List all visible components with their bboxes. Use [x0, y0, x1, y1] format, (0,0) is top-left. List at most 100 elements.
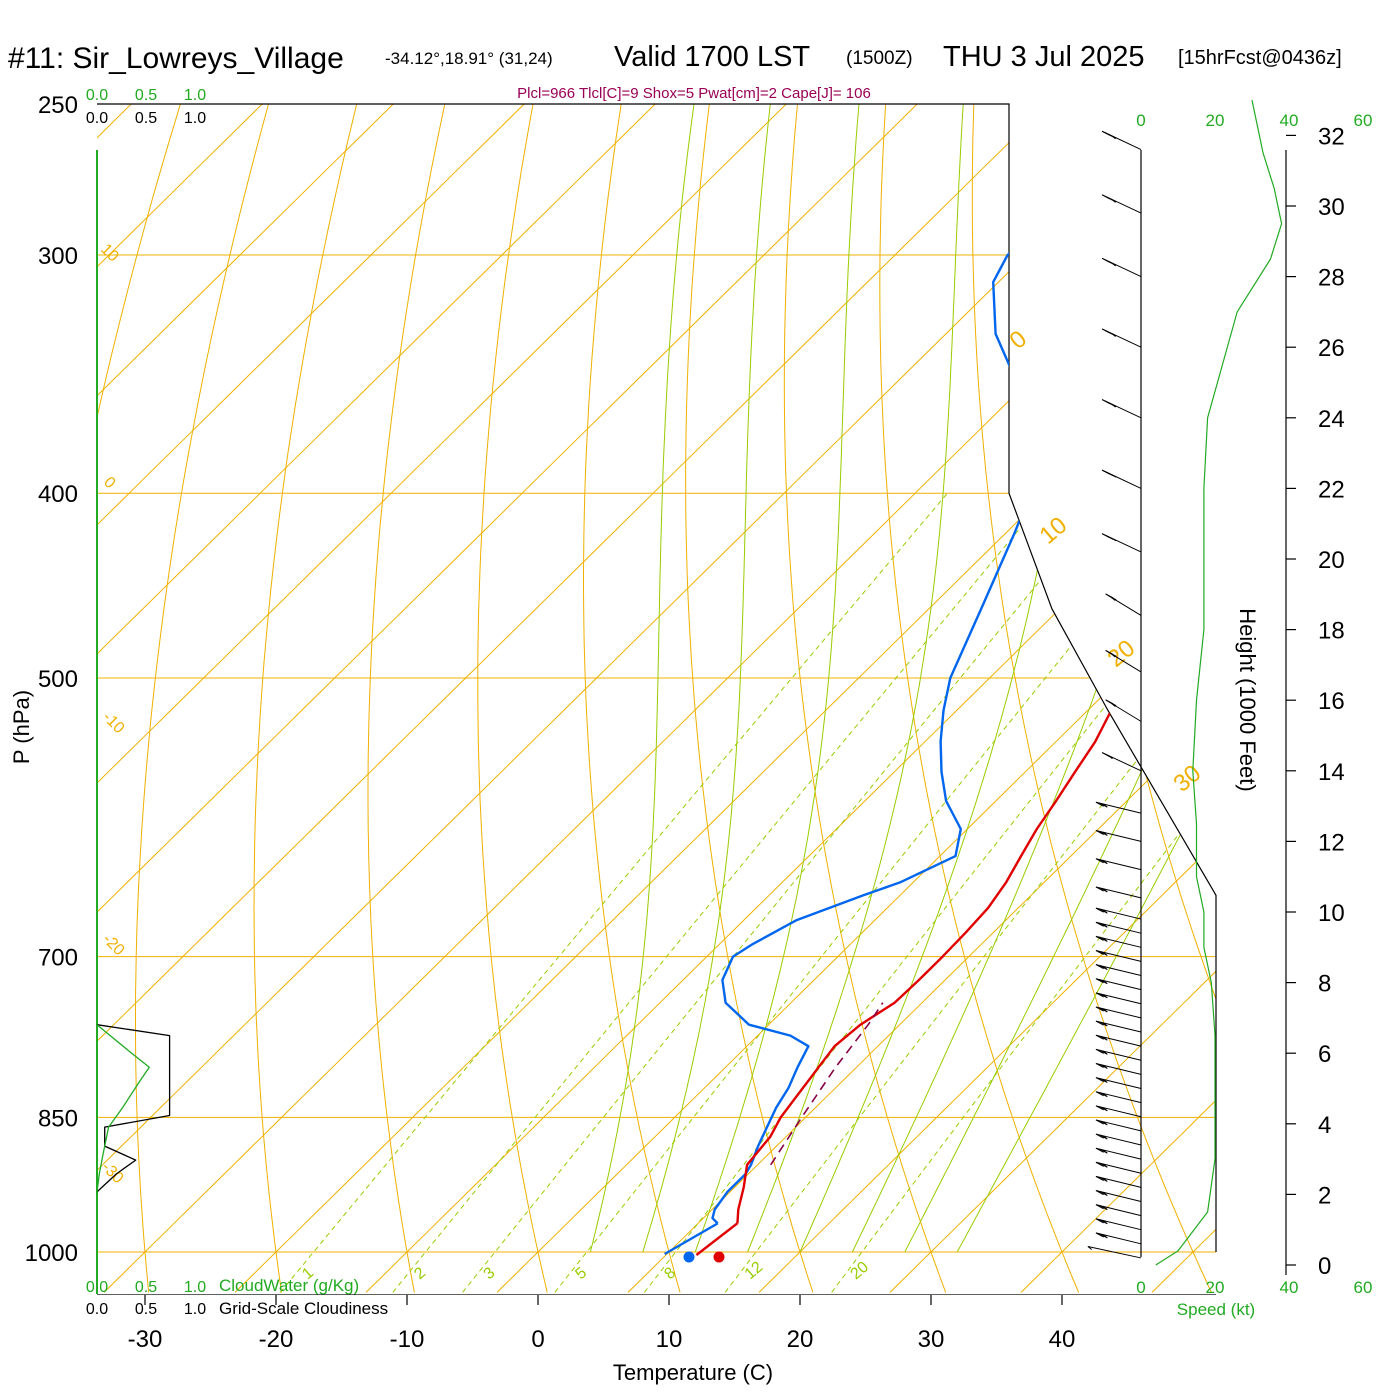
wind-barb-flag: [1103, 888, 1108, 893]
wind-barb-flag: [1095, 964, 1104, 970]
wind-barb-shaft: [1095, 907, 1142, 920]
forecast-date: THU 3 Jul 2025: [943, 41, 1145, 73]
wind-barb-flag: [1108, 536, 1117, 542]
wind-barb-flag: [1111, 403, 1116, 408]
dry-adiabat-line: [583, 104, 681, 1293]
mixing-ratio-label: 3: [481, 1264, 499, 1283]
wind-barb: [1095, 886, 1142, 899]
speed-top-tick: 20: [1206, 111, 1225, 130]
isotherm-line: [97, 104, 1214, 1293]
wind-speed-profile-line: [1155, 99, 1283, 1266]
cloudiness-bottom-tick: 0.5: [135, 1301, 157, 1318]
wind-barb: [1095, 1161, 1142, 1174]
wind-barb-flag: [1103, 1121, 1108, 1126]
wind-barb-shaft: [1095, 1190, 1142, 1202]
wind-barb: [1095, 829, 1142, 842]
wind-barb-flag: [1095, 1077, 1104, 1083]
wind-barb: [1105, 699, 1142, 722]
isotherm-line: [496, 104, 1216, 1293]
speed-bottom-tick: 60: [1354, 1278, 1373, 1297]
moist-adiabat-line: [747, 104, 964, 1253]
isotherm-label: -20: [99, 931, 127, 959]
wind-barb: [1101, 328, 1142, 348]
dry-adiabat-line: [879, 104, 1080, 1293]
cloudwater-bottom-tick: 1.0: [184, 1279, 206, 1296]
isotherm-label: -10: [99, 709, 127, 737]
speed-top-tick: 60: [1354, 111, 1373, 130]
wind-barb-flag: [1103, 1191, 1108, 1196]
wind-barb: [1101, 533, 1142, 553]
wind-barb-flag: [1103, 937, 1108, 942]
wind-barb: [1105, 650, 1142, 673]
mixing-ratio-label: 12: [742, 1259, 767, 1284]
isotherm-label: 10: [97, 241, 122, 266]
isotherm-line: [758, 104, 1216, 1293]
height-tick-label: 26: [1318, 335, 1345, 362]
wind-barb: [1101, 130, 1142, 150]
isotherm-line: [889, 104, 1216, 1293]
wind-barb-flag: [1095, 1063, 1104, 1068]
wind-barb-shaft: [1095, 1133, 1142, 1146]
isotherm-line: [1020, 104, 1216, 1293]
speed-top-tick: 40: [1280, 111, 1299, 130]
wind-barb: [1095, 1232, 1142, 1245]
temperature-tick-label: 20: [787, 1326, 814, 1353]
isotherm-line: [97, 104, 559, 1293]
wind-barb-flag: [1103, 1177, 1108, 1182]
dry-adiabat-line: [367, 104, 453, 1293]
wind-barb-flag: [1103, 951, 1108, 956]
height-tick-label: 30: [1318, 194, 1345, 221]
dry-adiabat-line: [1237, 70, 1400, 1292]
wind-barb-flag: [1095, 921, 1104, 927]
wind-barb-flag: [1095, 1119, 1104, 1125]
pressure-tick-label: 300: [38, 243, 78, 270]
pressure-tick-label: 250: [38, 92, 78, 119]
pressure-tick-label: 500: [38, 666, 78, 693]
wind-barb-shaft: [1095, 1034, 1142, 1047]
cloudwater-bottom-tick: 0.5: [135, 1279, 157, 1296]
wind-barb-shaft: [1095, 964, 1142, 977]
mixing-ratio-line: [392, 492, 1050, 1293]
moist-adiabat-line: [589, 104, 695, 1253]
stability-indices: Plcl=966 Tlcl[C]=9 Shox=5 Pwat[cm]=2 Cap…: [517, 85, 871, 102]
wind-barb-flag: [1111, 135, 1116, 140]
pressure-tick-label: 700: [38, 945, 78, 972]
cloud-panel: 0.0 0.0 0.0 0.0 0.5 0.5 0.5 0.5 1.0 1.0 1.0 1.0: [86, 87, 206, 1318]
wind-barb-flag: [1111, 262, 1116, 267]
mixing-ratio-label: 20: [848, 1259, 873, 1284]
wind-barb: [1095, 1034, 1142, 1047]
isotherm-line: [365, 104, 1216, 1293]
mixing-ratio-line: [831, 492, 1216, 1293]
wind-barb: [1095, 1204, 1142, 1217]
x-axis-title: Temperature (C): [613, 1360, 773, 1385]
mixing-ratio-line: [279, 492, 948, 1293]
isotherm-line: [0, 70, 35, 1292]
wind-barb: [1095, 1218, 1142, 1231]
cloudwater-top-tick: 0.0: [86, 87, 108, 104]
cloudwater-top-tick: 0.5: [135, 87, 157, 104]
height-tick-label: 8: [1318, 971, 1331, 998]
wind-barb-flag: [1103, 1093, 1108, 1097]
height-tick-label: 32: [1318, 123, 1345, 150]
wind-barb-shaft: [1095, 1020, 1142, 1033]
speed-axis-title: Speed (kt): [1177, 1300, 1255, 1319]
site-coords: -34.12°,18.91° (31,24): [385, 49, 553, 68]
wind-barb: [1101, 257, 1142, 278]
cloudiness-bottom-tick: 0.0: [86, 1301, 108, 1318]
surface-temperature-dot: [713, 1251, 725, 1263]
temperature-axis: -30 -20 -10 0 10 20 30 40: [128, 1295, 1075, 1353]
wind-barb: [1101, 194, 1142, 214]
skewt-plot-border: [97, 103, 1217, 1252]
sounding-profiles: [664, 135, 1216, 1256]
valid-time: Valid 1700 LST: [614, 41, 810, 73]
temperature-tick-label: 10: [656, 1326, 683, 1353]
moist-adiabat-line: [956, 104, 1216, 1253]
wind-barb-flag: [1095, 801, 1104, 807]
mixing-ratio-line: [643, 492, 1216, 1293]
wind-barb-flag: [1108, 755, 1113, 759]
height-tick-label: 4: [1318, 1112, 1331, 1139]
isotherm-line: [97, 104, 1083, 1293]
moist-adiabat-line: [904, 104, 1216, 1253]
wind-barb: [1087, 1245, 1142, 1259]
isotherm-line: [103, 104, 1216, 1293]
